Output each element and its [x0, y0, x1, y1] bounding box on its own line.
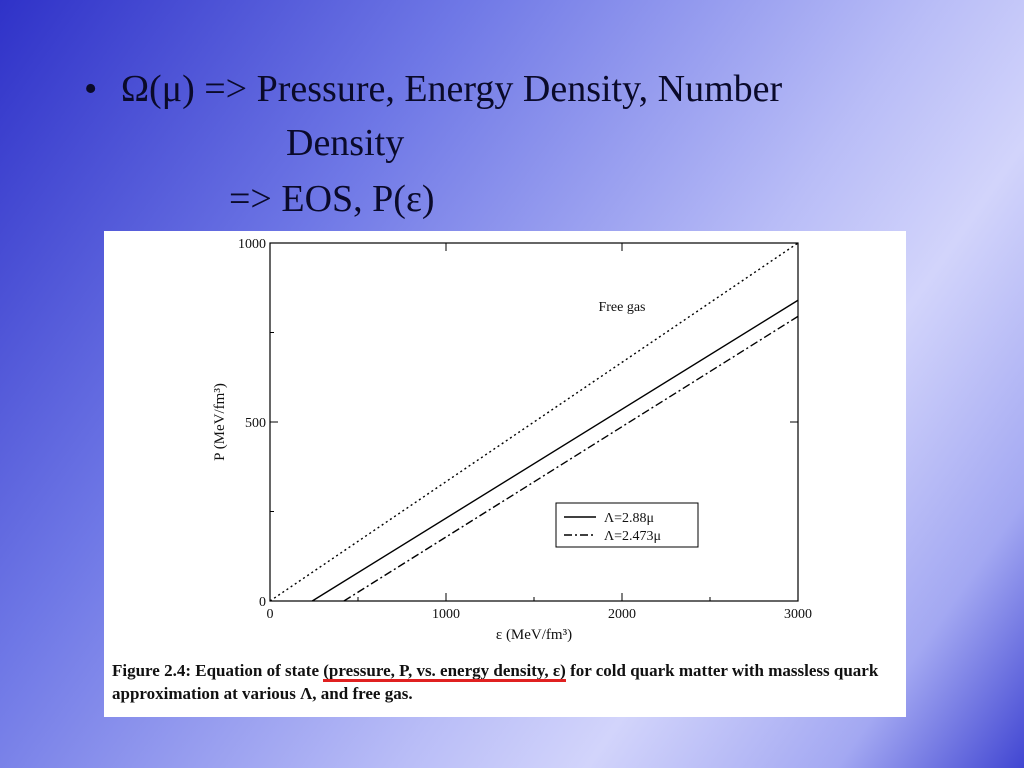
figure-caption: Figure 2.4: Equation of state (pressure,…: [112, 659, 902, 705]
bullet-symbol: •: [84, 68, 98, 110]
y-axis-label: P (MeV/fm³): [212, 383, 228, 461]
legend-box: [555, 502, 699, 548]
caption-underlined: (pressure, P, vs. energy density, ε): [323, 661, 566, 680]
series-line-1: [269, 242, 799, 602]
series-line-3: [343, 315, 799, 602]
series-line-2: [311, 299, 799, 602]
x-tick-label: 3000: [784, 607, 812, 622]
bullet-text-1: Ω(μ) => Pressure, Energy Density, Number: [120, 68, 783, 110]
y-tick-label: 1000: [238, 237, 266, 252]
bullet-line-2: Density: [286, 122, 405, 164]
legend-label-2: Λ=2.473μ: [604, 529, 661, 544]
bullet-line-3: => EOS, P(ε): [229, 178, 435, 220]
x-tick-label: 2000: [608, 607, 636, 622]
x-tick-label: 0: [267, 607, 274, 622]
x-axis-label: ε (MeV/fm³): [496, 627, 572, 643]
annotation-free-gas: Free gas: [598, 300, 645, 315]
y-tick-label: 500: [245, 416, 266, 431]
legend-label-1: Λ=2.88μ: [604, 511, 654, 526]
caption-prefix: Figure 2.4: Equation of state: [112, 661, 324, 680]
x-tick-label: 1000: [432, 607, 460, 622]
caption-suffix: for cold quark matter with massless quar…: [112, 661, 879, 703]
bullet-line-1: • Ω(μ) => Pressure, Energy Density, Numb…: [84, 62, 782, 116]
figure: 0 1000 2000 3000 0 500 1000 ε (MeV/fm³) P (MeV/f…: [104, 231, 906, 717]
y-tick-label: 0: [259, 595, 266, 610]
eos-chart: 0 1000 2000 3000 0 500 1000 ε (MeV/fm³) P (MeV/f…: [212, 237, 812, 643]
